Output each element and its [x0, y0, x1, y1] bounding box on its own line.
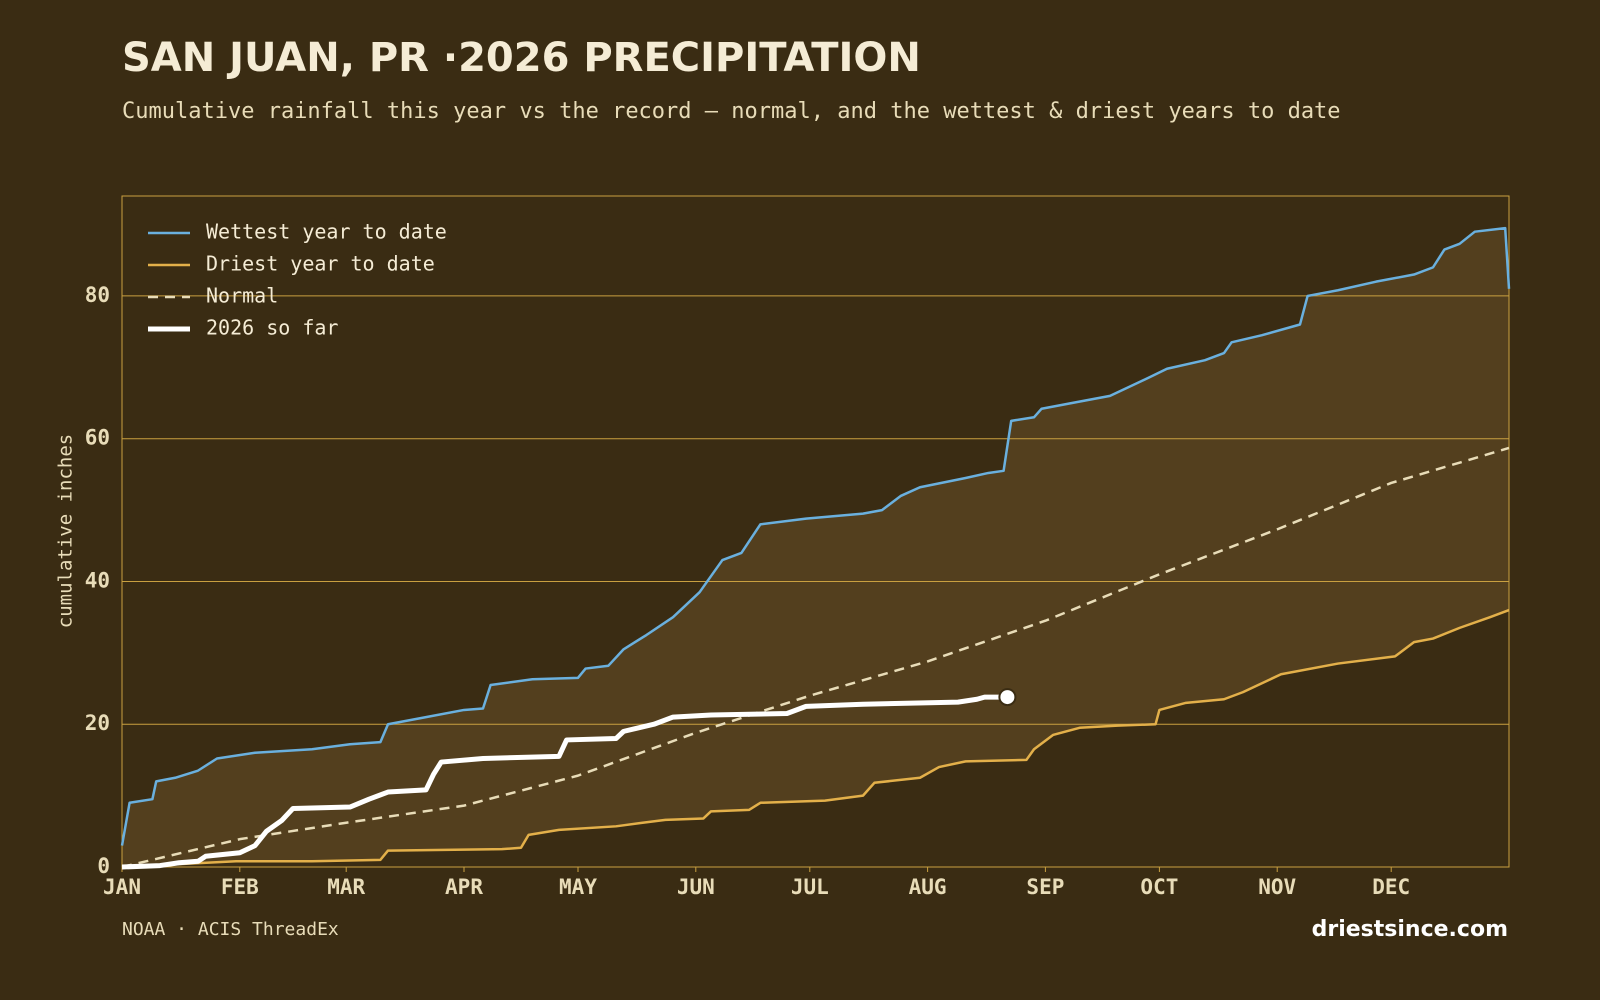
y-tick-label: 0 [97, 854, 110, 878]
record-band [122, 228, 1509, 868]
legend-label: Wettest year to date [206, 220, 447, 244]
series-line [121, 608, 1510, 869]
x-tick-label: OCT [1140, 875, 1178, 899]
x-tick-label: NOV [1258, 875, 1296, 899]
y-tick-label: 20 [85, 711, 110, 735]
x-tick-label: JUL [791, 875, 829, 899]
source: NOAA · ACIS ThreadEx [122, 919, 339, 940]
y-tick-label: 80 [85, 283, 110, 307]
x-tick-label: MAR [327, 875, 365, 899]
plot-frame [121, 195, 1510, 868]
x-tick-label: JUN [677, 875, 715, 899]
x-tick-label: AUG [909, 875, 947, 899]
x-tick-label: FEB [221, 875, 259, 899]
chart-title: SAN JUAN, PR ·2026 PRECIPITATION [122, 35, 921, 81]
chart-subtitle: Cumulative rainfall this year vs the rec… [122, 99, 1341, 124]
x-tick-label: JAN [103, 875, 141, 899]
x-tick-label: DEC [1372, 875, 1410, 899]
series-line [121, 694, 1008, 870]
y-axis-label: cumulative inches [55, 434, 77, 628]
y-tick-label: 40 [85, 568, 110, 592]
legend-label: Normal [206, 284, 278, 308]
x-tick-label: SEP [1026, 875, 1064, 899]
legend-label: Driest year to date [206, 252, 435, 276]
y-tick-label: 60 [85, 426, 110, 450]
latest-point [998, 688, 1017, 707]
x-tick-label: APR [445, 875, 483, 899]
brand: driestsince.com [1312, 917, 1508, 942]
x-tick-label: MAY [559, 875, 597, 899]
series-line [120, 226, 1511, 846]
series-line [121, 446, 1510, 869]
legend-label: 2026 so far [206, 316, 338, 340]
